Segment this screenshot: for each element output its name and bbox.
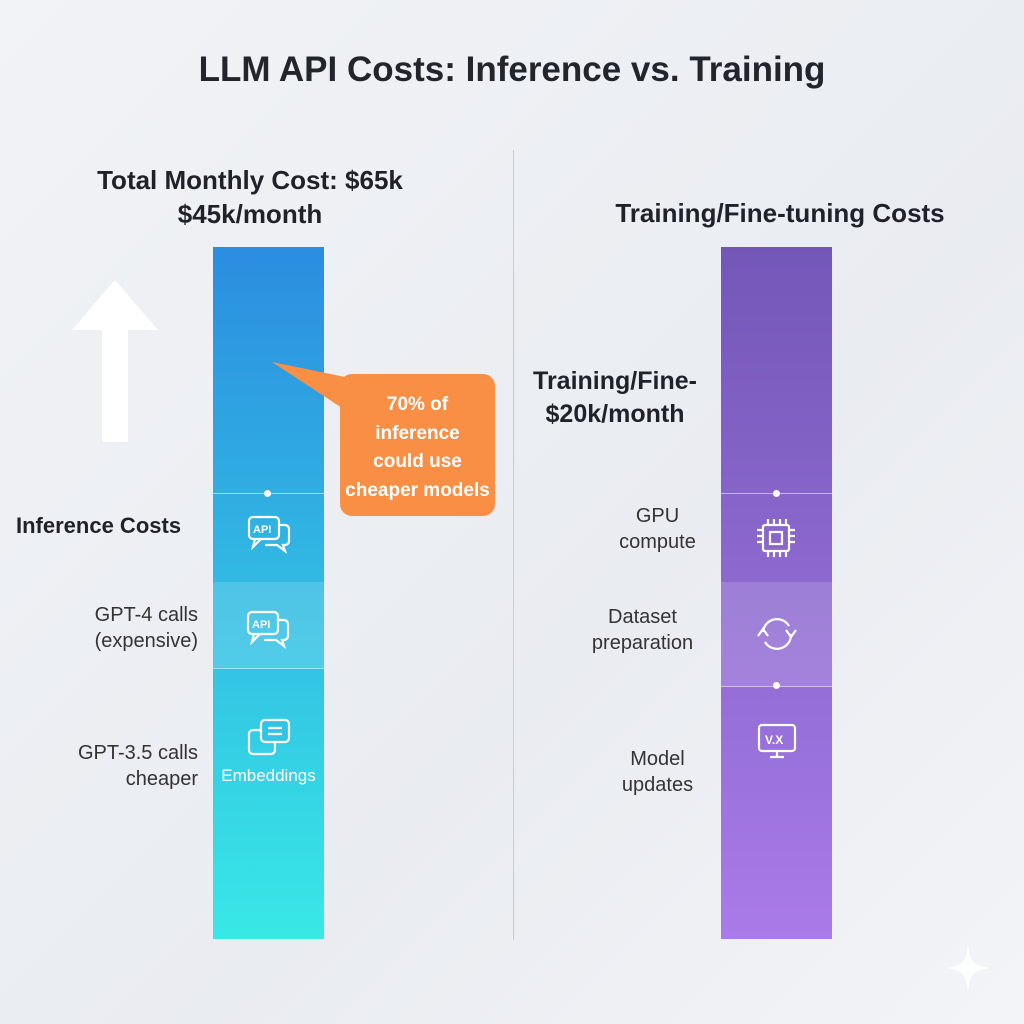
up-arrow-icon	[72, 280, 158, 447]
training-heading: Training/Fine-tuning Costs	[615, 198, 945, 228]
inference-monthly-cost: $45k/month	[177, 199, 323, 229]
model-label-line1: Model	[630, 748, 685, 770]
callout-line: could use	[373, 451, 462, 472]
segment-divider	[213, 668, 324, 669]
callout-pointer	[270, 358, 360, 423]
monitor-version-icon: V.X	[757, 723, 797, 761]
callout-line: inference	[375, 422, 460, 444]
training-monthly-cost: $20k/month	[545, 400, 685, 428]
callout-cheaper-models: 70% of inference could use cheaper model…	[340, 374, 495, 516]
dataset-label-line1: Dataset	[608, 606, 677, 628]
gpt4-label-line2: (expensive)	[94, 630, 198, 652]
page-title: LLM API Costs: Inference vs. Training	[198, 50, 826, 89]
total-monthly-cost: Total Monthly Cost: $65k $45k/month	[60, 163, 440, 231]
svg-text:V.X: V.X	[765, 733, 783, 747]
training-label: Training/Fine- $20k/month	[520, 365, 710, 431]
gpt35-label-line2: cheaper	[125, 768, 198, 790]
svg-text:API: API	[252, 619, 270, 631]
dataset-band	[721, 582, 832, 686]
gpu-compute-label: GPU compute	[560, 503, 705, 555]
api-chat-icon: API	[247, 515, 293, 555]
embeddings-chat-icon	[247, 718, 291, 758]
segment-dot	[773, 682, 780, 689]
gpt4-label-line1: GPT-4 calls	[94, 604, 198, 626]
dataset-label-line2: preparation	[591, 632, 694, 654]
model-label-line2: updates	[621, 774, 694, 796]
gpu-label-line2: compute	[619, 531, 696, 553]
api-chat-icon: API	[246, 610, 292, 650]
callout-line: cheaper models	[345, 479, 490, 501]
embeddings-caption: Embeddings	[221, 766, 316, 785]
inference-cost-bar	[213, 247, 324, 939]
training-label-line1: Training/Fine-	[533, 367, 697, 395]
callout-line: 70% of	[386, 394, 449, 415]
svg-text:API: API	[253, 524, 271, 536]
gpt35-label-line1: GPT-3.5 calls	[77, 742, 198, 764]
center-divider	[513, 150, 514, 940]
gpu-label-line1: GPU	[635, 505, 680, 527]
gpt4-band	[213, 582, 324, 668]
segment-dot	[264, 490, 271, 497]
inference-costs-label: Inference Costs	[16, 513, 182, 538]
gpt35-calls-label: GPT-3.5 calls cheaper	[20, 740, 198, 792]
refresh-cycle-icon	[755, 614, 799, 652]
sparkle-icon	[945, 945, 991, 996]
training-cost-bar	[721, 247, 832, 939]
total-cost-text: Total Monthly Cost: $65k	[97, 165, 403, 195]
cpu-chip-icon	[755, 517, 797, 559]
dataset-preparation-label: Dataset preparation	[560, 604, 705, 656]
model-updates-label: Model updates	[560, 746, 705, 798]
segment-dot	[773, 490, 780, 497]
gpt4-calls-label: GPT-4 calls (expensive)	[40, 602, 198, 654]
